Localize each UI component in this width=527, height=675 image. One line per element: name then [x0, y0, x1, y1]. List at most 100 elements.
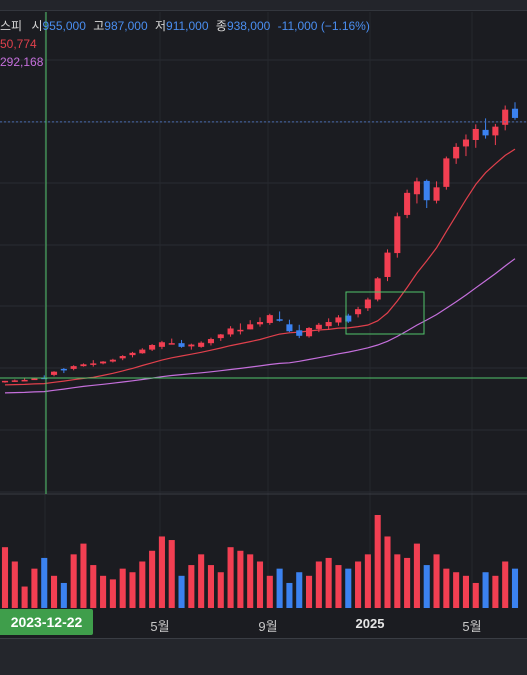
candle [394, 212, 401, 258]
candle-body [90, 363, 97, 365]
volume-bar [462, 575, 470, 608]
candle [364, 297, 371, 311]
candle [237, 323, 244, 335]
candle [139, 348, 146, 354]
candle-body [158, 342, 165, 347]
volume-bar [472, 582, 479, 608]
volume-bar [21, 586, 28, 608]
volume-bar [198, 554, 205, 608]
legend-high-label: 고 [93, 19, 105, 33]
candle [178, 339, 185, 348]
candle-body [207, 339, 215, 344]
candle-body [119, 356, 126, 359]
candle [423, 179, 430, 209]
candle-body [384, 252, 391, 277]
candle [11, 379, 18, 382]
candle-body [276, 319, 283, 321]
volume-bar [492, 575, 499, 608]
volume-bar [276, 568, 283, 608]
volume-bar [158, 536, 165, 608]
candle-body [178, 343, 185, 347]
candle [305, 327, 313, 338]
volume-bar [237, 550, 244, 608]
candle [217, 333, 224, 341]
candle [472, 124, 479, 148]
legend-change: -11,000 (−1.16%) [277, 19, 370, 33]
volume-bar [374, 515, 381, 608]
candle-body [50, 371, 58, 375]
legend-high-value: 987,000 [104, 19, 148, 33]
candle [227, 326, 234, 337]
candle-body [60, 368, 67, 371]
candle-series [1, 102, 519, 383]
candle-body [315, 324, 322, 329]
candle-body [80, 364, 87, 367]
candle-body [198, 342, 205, 347]
volume-bar [90, 565, 97, 608]
x-tick-label: 5월 [150, 619, 170, 634]
candle-body [502, 109, 509, 125]
volume-bar [139, 561, 146, 608]
x-tick-label: 9월 [258, 619, 278, 634]
top-toolbar [0, 0, 527, 11]
candle-body [335, 317, 342, 323]
volume-bar [109, 579, 116, 608]
candle-body [129, 352, 136, 356]
volume-bar [11, 561, 18, 608]
candle [256, 317, 264, 327]
candle-body [433, 187, 440, 201]
volume-bar [256, 561, 264, 608]
candle [492, 123, 499, 146]
volume-bar [178, 575, 185, 608]
candle [453, 143, 460, 164]
volume-bar [384, 536, 391, 608]
candle-body [443, 158, 450, 187]
candle [443, 156, 450, 190]
candle [149, 344, 156, 351]
candle-body [355, 309, 362, 315]
candle-body [31, 378, 38, 381]
legend-open-value: 955,000 [42, 19, 86, 33]
volume-bar [355, 561, 362, 608]
volume-bar [286, 582, 293, 608]
candle [168, 338, 175, 345]
candle [266, 313, 273, 325]
volume-bar [207, 565, 215, 608]
legend-close-value: 938,000 [226, 19, 271, 33]
candle [50, 371, 58, 377]
candle-body [100, 361, 107, 364]
volume-bar [404, 557, 411, 608]
candle [511, 102, 519, 120]
candle-body [256, 322, 264, 325]
bottom-panel [0, 638, 527, 675]
volume-bar [129, 572, 136, 608]
volume-bar [227, 547, 234, 608]
ma-short-value: 50,774 [0, 37, 37, 51]
candle-body [237, 329, 244, 332]
candle [109, 358, 116, 363]
chart-overlay [0, 12, 527, 494]
candle [345, 313, 352, 323]
candle [100, 361, 107, 365]
candle [462, 134, 470, 157]
volume-bar [364, 554, 371, 608]
grid-lines [0, 12, 527, 608]
candle-body [472, 128, 479, 140]
candle-body [21, 379, 28, 382]
volume-series [1, 515, 519, 608]
selection-box [345, 291, 425, 335]
candle [276, 311, 283, 322]
candle [286, 319, 293, 333]
candle-body [11, 380, 18, 382]
candle [158, 340, 165, 350]
candle-body [1, 380, 9, 383]
volume-bar [188, 565, 195, 608]
legend-low-value: 911,000 [166, 19, 209, 33]
volume-bar [168, 540, 175, 608]
candle [413, 177, 420, 204]
candle [296, 324, 303, 339]
candle-body [374, 278, 381, 300]
candle [247, 320, 254, 330]
volume-bar [296, 572, 303, 608]
